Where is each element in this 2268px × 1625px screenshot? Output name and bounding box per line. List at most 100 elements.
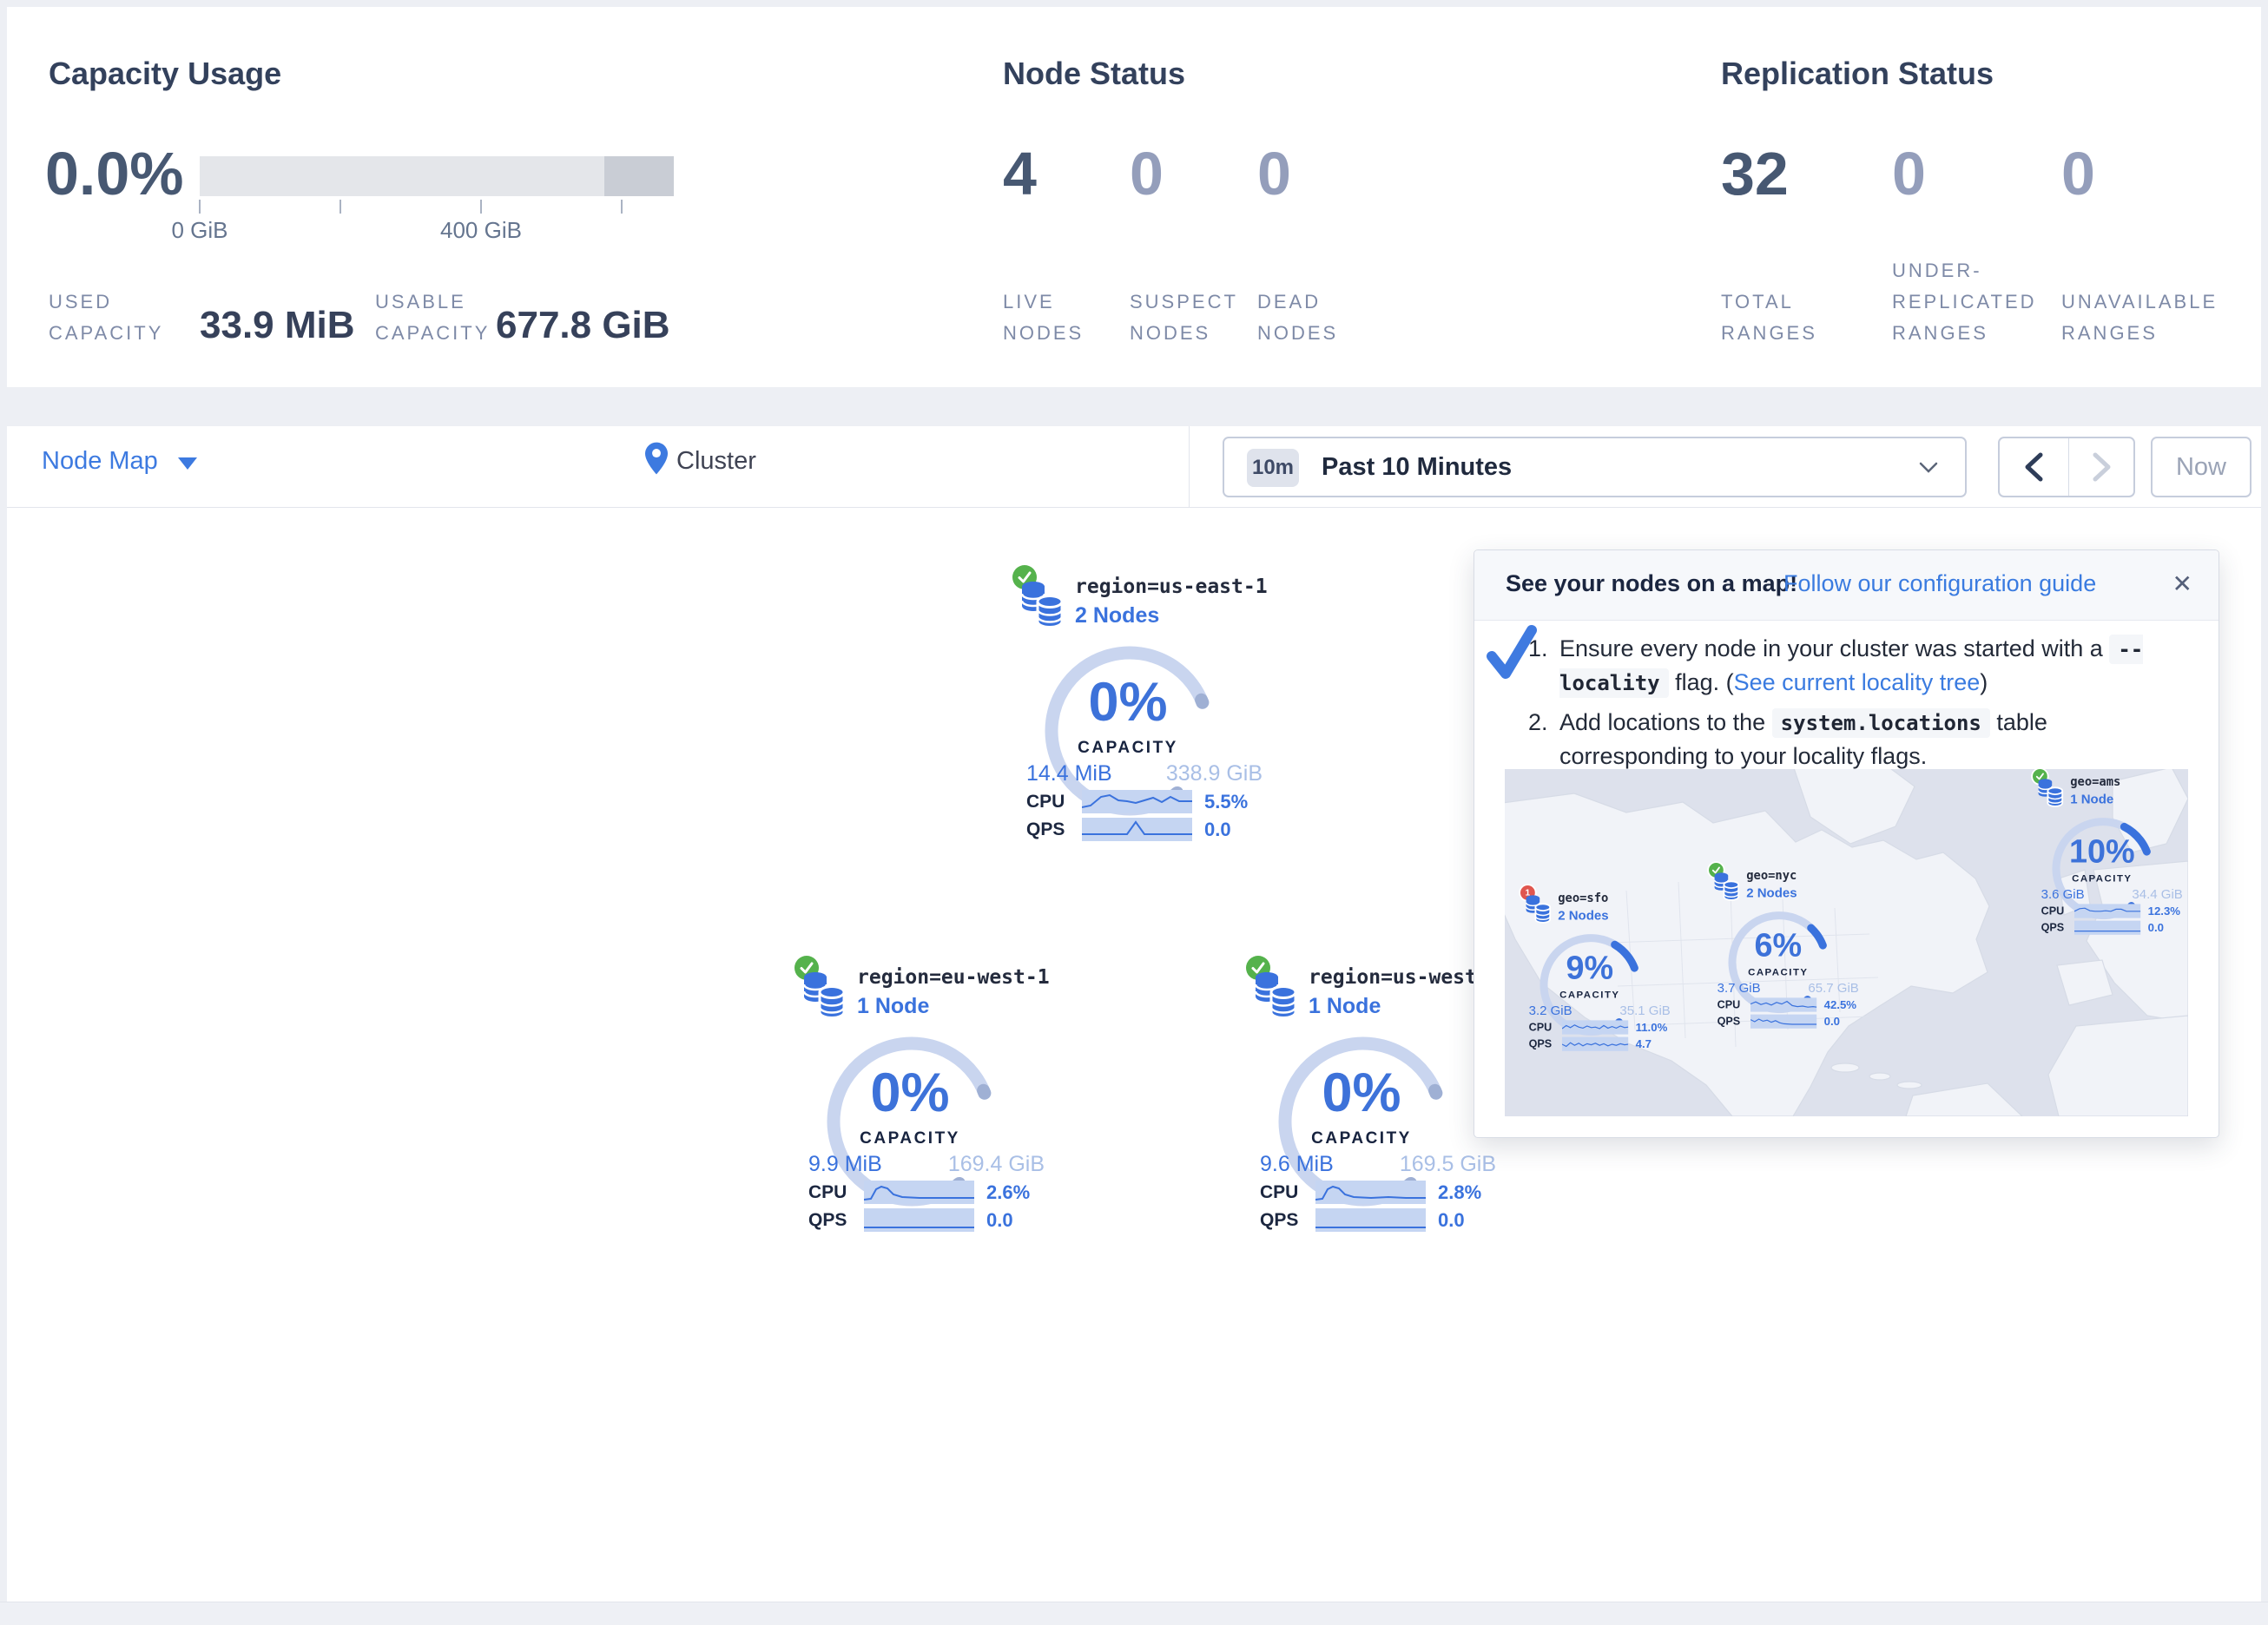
cpu-value: 2.6%: [986, 1181, 1031, 1203]
now-button[interactable]: Now: [2151, 437, 2252, 497]
qps-sparkline: [1750, 1014, 1817, 1029]
cpu-value: 42.5%: [1823, 997, 1857, 1011]
nodes-db-icon: [801, 970, 847, 1020]
popup-header: See your nodes on a map! Follow our conf…: [1474, 550, 2219, 621]
time-range-badge: 10m: [1247, 449, 1299, 487]
nodes-db-icon: [1525, 894, 1552, 924]
cpu-row: CPU 2.6%: [808, 1181, 1060, 1204]
region-group-us-east-1[interactable]: region=us-east-1 2 Nodes 0% CAPACITY 14.…: [1012, 565, 1273, 865]
total-capacity: 34.4 GiB: [2132, 886, 2183, 902]
region-group-eu-west-1[interactable]: region=eu-west-1 1 Node 0% CAPACITY 9.9 …: [794, 956, 1055, 1255]
total-capacity: 338.9 GiB: [1165, 761, 1263, 786]
capacity-percent: 9%: [1566, 949, 1614, 986]
capacity-percent: 0%: [1322, 1062, 1401, 1123]
capacity-percent: 0%: [870, 1062, 950, 1123]
qps-label: QPS: [2041, 921, 2065, 934]
cpu-value: 5.5%: [1204, 790, 1249, 812]
cpu-label: CPU: [1026, 791, 1065, 812]
region-node-count: 2 Nodes: [1075, 603, 1160, 628]
breadcrumb-cluster[interactable]: Cluster: [676, 447, 756, 475]
cpu-sparkline: [1082, 790, 1192, 813]
step-number: 1.: [1528, 635, 1548, 661]
replication-status-title: Replication Status: [1721, 56, 1994, 91]
total-capacity: 169.4 GiB: [947, 1152, 1045, 1176]
capacity-caption: CAPACITY: [860, 1129, 960, 1148]
qps-row: QPS 4.7: [1529, 1036, 1680, 1051]
capacity-caption: CAPACITY: [1748, 967, 1809, 978]
region-node-count: 1 Node: [1309, 994, 1381, 1018]
qps-sparkline: [1082, 818, 1192, 841]
capacity-caption: CAPACITY: [1311, 1129, 1412, 1148]
qps-value: 0.0: [1204, 818, 1231, 840]
qps-label: QPS: [1717, 1015, 1741, 1028]
cpu-row: CPU 42.5%: [1717, 997, 1869, 1012]
map-region-group-geo-sfo[interactable]: 1 geo=sfo 2 Nodes 9% CAPACITY 3.2 GiB 35…: [1520, 885, 1677, 1065]
total-ranges-label-1: TOTAL: [1721, 291, 1794, 312]
locality-tree-link[interactable]: See current locality tree: [1733, 669, 1981, 695]
time-step-buttons: [1998, 437, 2135, 497]
qps-value: 0.0: [2147, 920, 2164, 934]
time-step-forward-button[interactable]: [2068, 438, 2137, 496]
live-nodes-value: 4: [1003, 140, 1037, 207]
qps-row: QPS 0.0: [1260, 1208, 1512, 1232]
locality-config-popup: See your nodes on a map! Follow our conf…: [1474, 549, 2219, 1138]
step-text: Ensure every node in your cluster was st…: [1559, 635, 2110, 661]
capacity-caption: CAPACITY: [1078, 739, 1178, 757]
dead-nodes-value: 0: [1257, 140, 1291, 207]
map-region-group-geo-ams[interactable]: geo=ams 1 Node 10% CAPACITY 3.6 GiB 34.4…: [2033, 769, 2189, 949]
qps-label: QPS: [808, 1209, 847, 1230]
map-toolbar: Node Map Cluster 10m Past 10 Minutes: [7, 426, 2261, 508]
region-locality-label: geo=nyc: [1746, 869, 1797, 883]
gauge-tick: [340, 200, 341, 214]
region-locality-label: region=us-east-1: [1075, 576, 1268, 598]
system-locations-code: system.locations: [1771, 708, 1990, 738]
cpu-sparkline: [864, 1181, 974, 1204]
view-selector-node-map[interactable]: Node Map: [42, 447, 158, 475]
qps-label: QPS: [1026, 819, 1065, 839]
capacity-gauge-bar: [200, 156, 674, 196]
capacity-gauge-used-segment: [604, 156, 674, 196]
used-capacity-label-1: USED: [49, 291, 113, 312]
qps-sparkline: [1562, 1036, 1629, 1051]
cluster-summary-panel: Capacity Usage 0.0% 0 GiB 400 GiB USED C…: [7, 7, 2261, 387]
unavailable-label-1: UNAVAILABLE: [2061, 291, 2219, 312]
usable-capacity-value: 677.8 GiB: [496, 304, 670, 346]
usable-capacity-label-1: USABLE: [375, 291, 466, 312]
qps-value: 0.0: [986, 1208, 1013, 1231]
cpu-label: CPU: [1528, 1021, 1553, 1034]
time-step-back-button[interactable]: [2000, 438, 2068, 496]
gauge-tick-label-0: 0 GiB: [171, 217, 228, 243]
qps-value: 0.0: [1438, 1208, 1465, 1231]
used-capacity: 9.6 MiB: [1260, 1152, 1334, 1176]
capacity-percent: 10%: [2068, 832, 2135, 870]
configuration-guide-link[interactable]: Follow our configuration guide: [1783, 570, 2097, 596]
total-capacity: 35.1 GiB: [1619, 1003, 1671, 1018]
cpu-sparkline: [1315, 1181, 1426, 1204]
config-step-1: 1. Ensure every node in your cluster was …: [1528, 632, 2172, 700]
cpu-sparkline: [2074, 904, 2141, 918]
qps-value: 0.0: [1823, 1014, 1840, 1028]
under-replicated-label-2: RANGES: [1892, 322, 1988, 344]
used-capacity-label-2: CAPACITY: [49, 322, 164, 344]
popup-title: See your nodes on a map!: [1506, 570, 1798, 596]
nodes-db-icon: [2037, 778, 2064, 808]
nodes-db-icon: [1253, 970, 1298, 1020]
qps-sparkline: [864, 1208, 974, 1232]
region-node-count: 2 Nodes: [1558, 908, 1609, 924]
region-node-count: 1 Node: [857, 994, 930, 1018]
qps-row: QPS 0.0: [808, 1208, 1060, 1232]
under-replicated-label-0: UNDER-: [1892, 260, 1982, 281]
qps-sparkline: [2074, 920, 2141, 935]
region-locality-label: geo=ams: [2070, 775, 2121, 789]
map-region-group-geo-nyc[interactable]: geo=nyc 2 Nodes 6% CAPACITY 3.7 GiB 65.7…: [1709, 863, 1865, 1043]
chevron-down-icon: [178, 457, 197, 470]
gauge-tick: [621, 200, 623, 214]
cpu-row: CPU 2.8%: [1260, 1181, 1512, 1204]
cpu-row: CPU 12.3%: [2041, 904, 2192, 918]
region-group-us-west-1[interactable]: region=us-west-1 1 Node 0% CAPACITY 9.6 …: [1246, 956, 1507, 1255]
time-range-select[interactable]: 10m Past 10 Minutes: [1223, 437, 1967, 497]
location-pin-icon: [645, 442, 668, 475]
region-locality-label: region=us-west-1: [1309, 966, 1501, 989]
close-icon[interactable]: ✕: [2172, 570, 2192, 597]
